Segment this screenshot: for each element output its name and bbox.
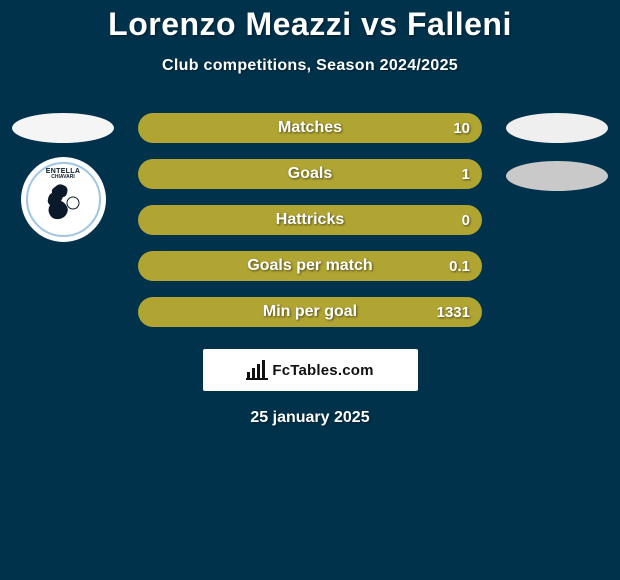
stat-bars: Matches 10 Goals 1 Hattricks 0 Goals per… [130, 113, 490, 327]
stat-bar-value: 1 [462, 166, 470, 183]
club-crest: ENTELLA CHIAVARI [21, 157, 106, 242]
club-crest-inner: ENTELLA CHIAVARI [26, 162, 101, 237]
stat-bar-label: Goals [288, 165, 332, 183]
player-photo-placeholder-right-2 [506, 161, 608, 191]
source-brand-text: FcTables.com [272, 362, 373, 379]
report-date: 25 january 2025 [0, 409, 620, 427]
page-title: Lorenzo Meazzi vs Falleni [0, 0, 620, 43]
player-photo-placeholder-right-1 [506, 113, 608, 143]
stat-bar-value: 10 [453, 120, 470, 137]
comparison-row: ENTELLA CHIAVARI Matches 10 Goals 1 Hatt… [0, 113, 620, 327]
stat-bar-label: Goals per match [247, 257, 372, 275]
lion-icon [43, 181, 83, 223]
right-player-column [502, 113, 612, 191]
club-crest-sub: CHIAVARI [51, 174, 74, 180]
stat-bar-value: 0.1 [449, 258, 470, 275]
stat-bar: Min per goal 1331 [138, 297, 482, 327]
stat-bar: Goals per match 0.1 [138, 251, 482, 281]
stat-bar: Hattricks 0 [138, 205, 482, 235]
stat-bar-value: 1331 [437, 304, 470, 321]
bars-chart-icon [246, 360, 268, 380]
stat-bar-label: Matches [278, 119, 342, 137]
left-player-column: ENTELLA CHIAVARI [8, 113, 118, 242]
stat-bar-value: 0 [462, 212, 470, 229]
stat-bar: Goals 1 [138, 159, 482, 189]
stat-bar-label: Hattricks [276, 211, 344, 229]
source-brand-box: FcTables.com [203, 349, 418, 391]
page-subtitle: Club competitions, Season 2024/2025 [0, 57, 620, 75]
stat-bar-label: Min per goal [263, 303, 357, 321]
player-photo-placeholder-left [12, 113, 114, 143]
stat-bar: Matches 10 [138, 113, 482, 143]
